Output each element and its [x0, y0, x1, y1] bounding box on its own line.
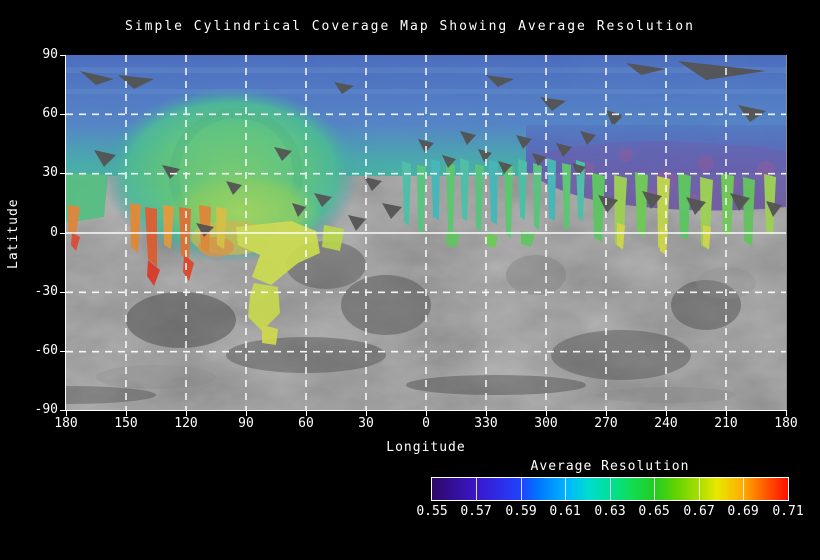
x-tick-mark	[546, 411, 547, 416]
y-tick-label: 90	[42, 47, 58, 62]
colorbar-tick-label: 0.63	[594, 504, 626, 519]
x-tick-mark	[786, 411, 787, 416]
grid-lines	[66, 55, 786, 411]
x-tick-mark	[306, 411, 307, 416]
colorbar-divider	[521, 478, 522, 500]
x-tick-mark	[666, 411, 667, 416]
streak-columns-right	[592, 172, 776, 255]
x-tick-mark	[66, 411, 67, 416]
y-tick-mark	[60, 292, 65, 293]
x-tick-label: 60	[298, 416, 314, 431]
colorbar-tick-label: 0.69	[727, 504, 759, 519]
x-axis-line	[65, 410, 787, 411]
y-tick-mark	[60, 55, 65, 56]
y-tick-mark	[60, 173, 65, 174]
x-tick-mark	[426, 411, 427, 416]
x-tick-label: 180	[54, 416, 78, 431]
x-tick-label: 210	[714, 416, 738, 431]
y-tick-mark	[60, 410, 65, 411]
x-tick-mark	[726, 411, 727, 416]
colorbar	[431, 477, 789, 501]
map-plot-area	[0, 55, 786, 411]
y-tick-label: -90	[34, 402, 58, 417]
colorbar-tick-label: 0.57	[460, 504, 492, 519]
y-tick-mark	[60, 233, 65, 234]
x-tick-mark	[366, 411, 367, 416]
coverage-overlay	[66, 55, 786, 345]
south-equator-patches	[236, 221, 535, 345]
y-tick-mark	[60, 114, 65, 115]
x-tick-label: 270	[594, 416, 618, 431]
x-tick-mark	[486, 411, 487, 416]
colorbar-divider	[699, 478, 700, 500]
colorbar-title: Average Resolution	[530, 459, 690, 474]
colorbar-tick-label: 0.55	[416, 504, 448, 519]
y-tick-label: 60	[42, 106, 58, 121]
colorbar-tick-label: 0.67	[683, 504, 715, 519]
page-title: Simple Cylindrical Coverage Map Showing …	[125, 19, 695, 34]
colorbar-tick-label: 0.65	[638, 504, 670, 519]
colorbar-tick-label: 0.71	[772, 504, 804, 519]
x-tick-label: 0	[422, 416, 430, 431]
colorbar-divider	[476, 478, 477, 500]
x-tick-mark	[126, 411, 127, 416]
y-tick-mark	[60, 351, 65, 352]
x-tick-mark	[246, 411, 247, 416]
y-tick-label: -60	[34, 343, 58, 358]
x-tick-label: 330	[474, 416, 498, 431]
colorbar-tick-label: 0.61	[549, 504, 581, 519]
colorbar-divider	[743, 478, 744, 500]
x-tick-label: 300	[534, 416, 558, 431]
x-axis-label: Longitude	[386, 440, 466, 455]
colorbar-divider	[565, 478, 566, 500]
x-tick-label: 90	[238, 416, 254, 431]
y-tick-label: 0	[50, 225, 58, 240]
x-tick-label: 240	[654, 416, 678, 431]
colorbar-divider	[610, 478, 611, 500]
colorbar-divider	[654, 478, 655, 500]
y-tick-label: -30	[34, 284, 58, 299]
x-tick-label: 30	[358, 416, 374, 431]
x-tick-mark	[606, 411, 607, 416]
right-axis-line	[786, 55, 787, 411]
map-canvas	[0, 55, 786, 411]
x-tick-label: 120	[174, 416, 198, 431]
x-tick-label: 150	[114, 416, 138, 431]
y-axis-line	[65, 55, 66, 411]
x-tick-mark	[186, 411, 187, 416]
y-tick-label: 30	[42, 165, 58, 180]
colorbar-tick-label: 0.59	[505, 504, 537, 519]
x-tick-label: 180	[774, 416, 798, 431]
